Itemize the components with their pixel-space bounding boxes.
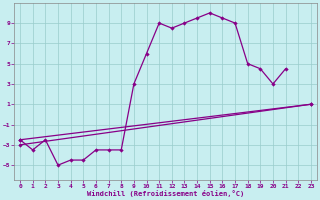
X-axis label: Windchill (Refroidissement éolien,°C): Windchill (Refroidissement éolien,°C) [87, 190, 244, 197]
